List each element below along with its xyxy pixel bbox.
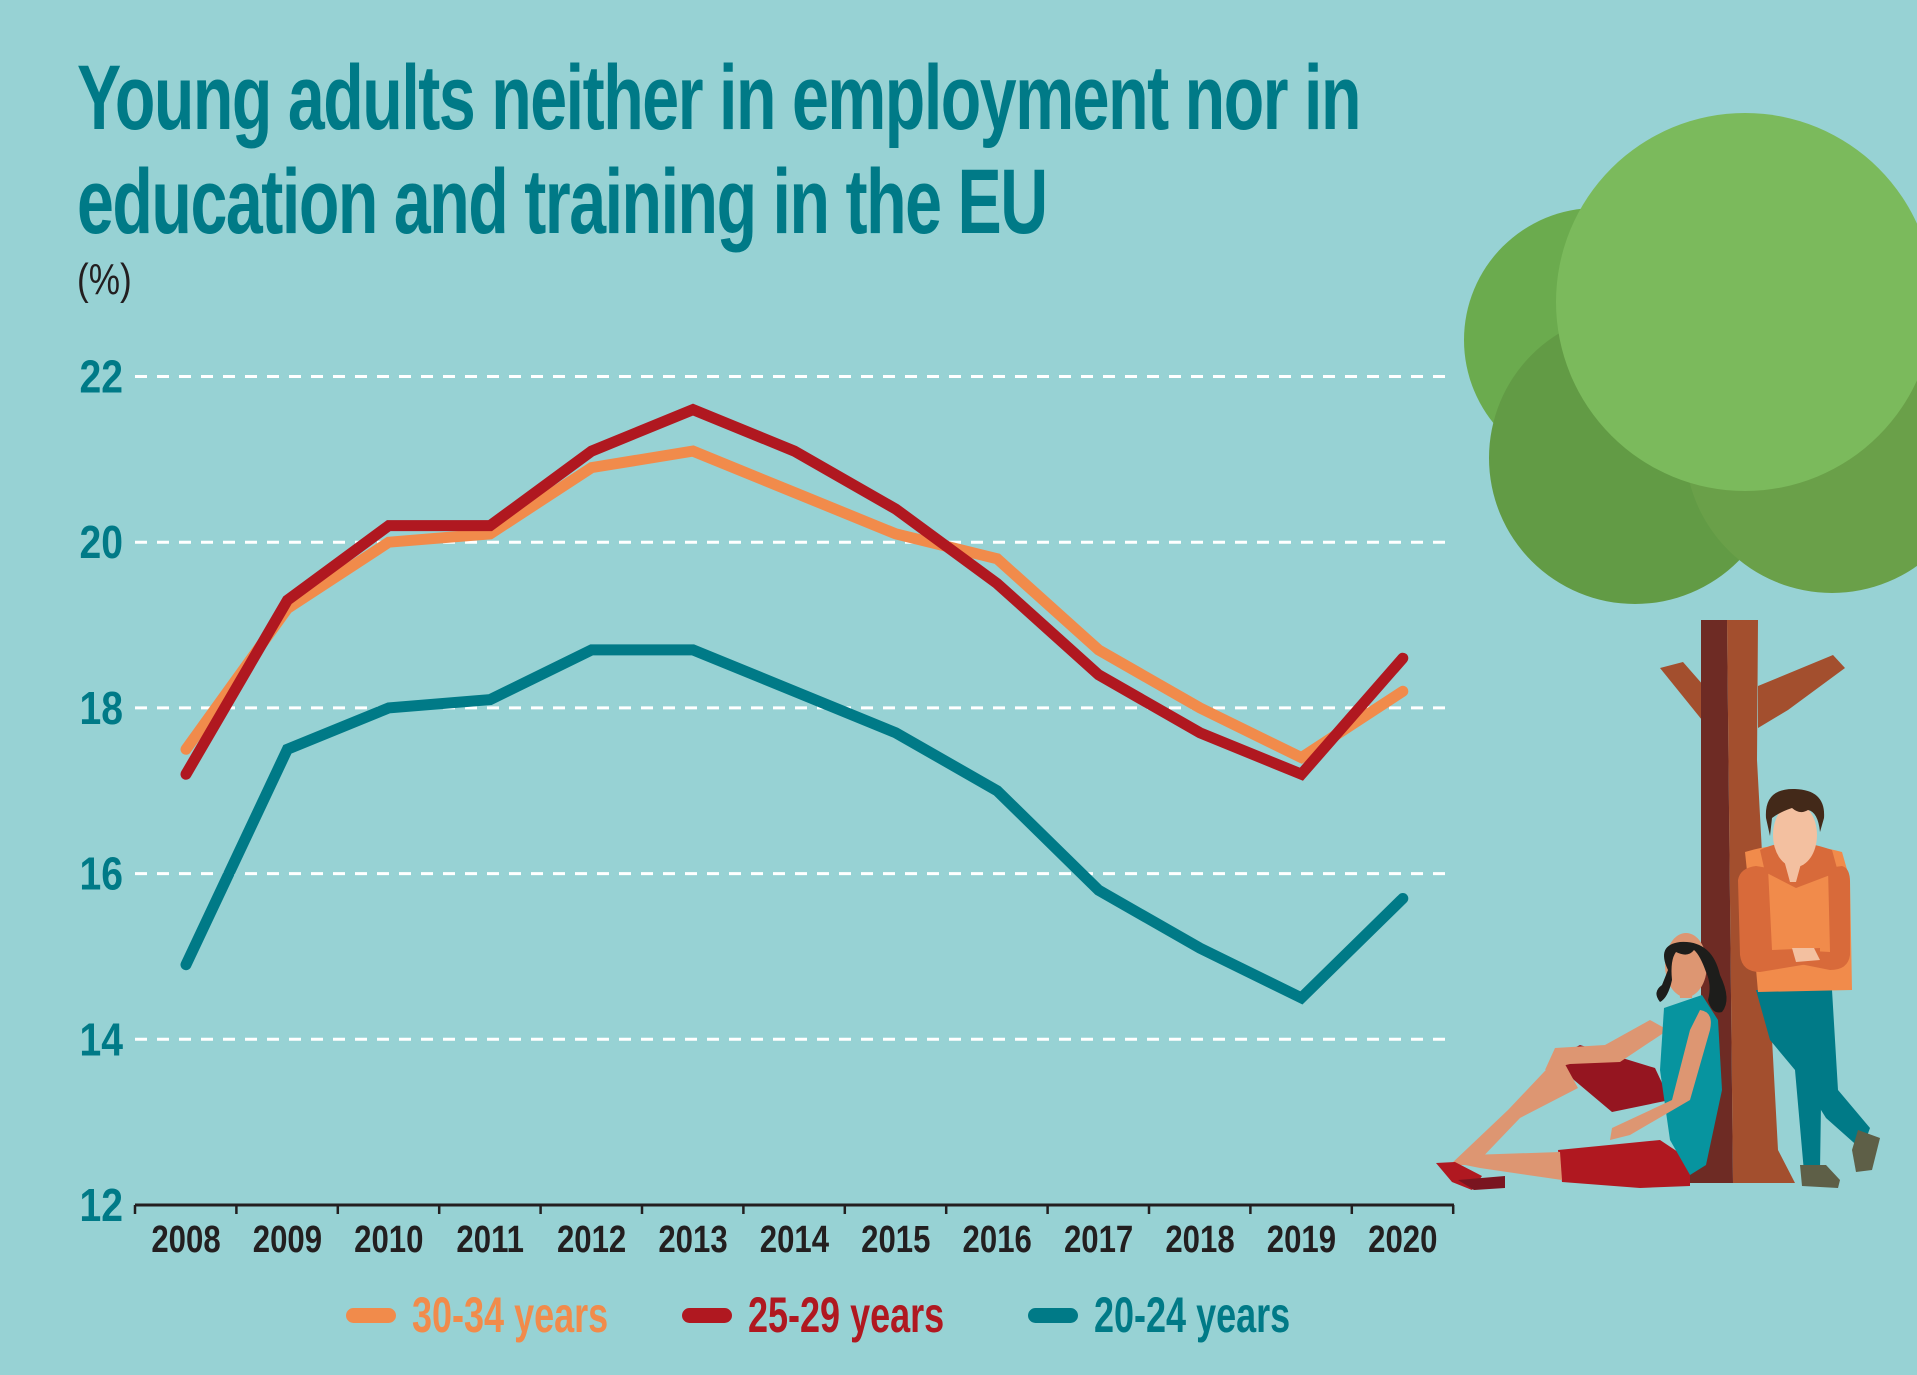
x-tick-label: 2013 (658, 1219, 727, 1261)
legend-swatch-30-34 (346, 1307, 396, 1323)
legend-label-25-29: 25-29 years (748, 1287, 945, 1343)
legend-swatch-20-24 (1028, 1307, 1078, 1323)
x-axis: 2008 2009 2010 2011 2012 2013 2014 2015 2016 2017… (133, 1203, 1455, 1261)
y-tick-label: 12 (80, 1180, 123, 1232)
tree-branch-right (1758, 655, 1845, 728)
chart-title-line-1: Young adults neither in employment nor i… (77, 47, 1361, 149)
x-tick-label: 2010 (354, 1219, 423, 1261)
tree-icon (1464, 113, 1917, 1183)
gridlines (135, 375, 1454, 1041)
series-lines (180, 403, 1409, 1005)
y-tick-label: 18 (80, 683, 123, 735)
y-tick-label: 20 (80, 517, 123, 569)
tree-trunk-shadow (1680, 620, 1733, 1183)
x-tick-label: 2019 (1267, 1219, 1336, 1261)
legend-label-20-24: 20-24 years (1094, 1287, 1291, 1343)
y-tick-label: 14 (80, 1014, 124, 1066)
x-tick-label: 2020 (1368, 1219, 1437, 1261)
x-tick-label: 2009 (253, 1219, 322, 1261)
y-axis-unit-label: (%) (77, 255, 132, 304)
y-tick-label: 16 (80, 849, 123, 901)
x-tick-label: 2012 (557, 1219, 626, 1261)
canopy-top (1556, 113, 1917, 491)
legend-item-30-34: 30-34 years (346, 1290, 638, 1340)
x-tick-label: 2017 (1064, 1219, 1133, 1261)
x-tick-label: 2016 (963, 1219, 1032, 1261)
legend-swatch-25-29 (682, 1307, 732, 1323)
x-tick-label: 2015 (861, 1219, 930, 1261)
chart-legend: 30-34 years 25-29 years 20-24 years (346, 1290, 1348, 1340)
legend-item-25-29: 25-29 years (682, 1290, 984, 1340)
y-axis-tick-labels: 12 14 16 18 20 22 (80, 352, 124, 1232)
x-tick-label: 2011 (456, 1219, 524, 1261)
legend-label-30-34: 30-34 years (412, 1287, 609, 1343)
series-line-20-24-years (180, 644, 1409, 1005)
tree-illustration (1436, 113, 1917, 1190)
x-tick-label: 2018 (1165, 1219, 1234, 1261)
x-tick-label: 2008 (151, 1219, 220, 1261)
chart-title-line-2: education and training in the EU (77, 151, 1048, 253)
legend-item-20-24: 20-24 years (1028, 1290, 1304, 1340)
man-standing-icon (1738, 788, 1880, 1188)
x-tick-label: 2014 (760, 1219, 830, 1261)
woman-sitting-icon (1436, 933, 1727, 1190)
y-tick-label: 22 (80, 352, 123, 404)
